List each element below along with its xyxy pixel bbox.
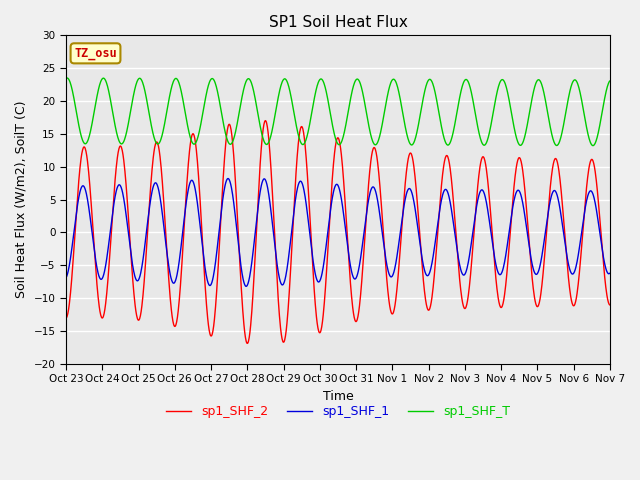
sp1_SHF_1 (244, 279, 252, 285)
sp1_SHF_1 (62, 275, 70, 281)
sp1_SHF_2 (183, 181, 191, 187)
sp1_SHF_T (170, 77, 178, 83)
sp1_SHF_1 (243, 284, 250, 289)
sp1_SHF_2 (62, 315, 70, 321)
sp1_SHF_2 (243, 340, 251, 346)
sp1_SHF_T (589, 143, 596, 148)
Legend: sp1_SHF_2, sp1_SHF_1, sp1_SHF_T: sp1_SHF_2, sp1_SHF_1, sp1_SHF_T (161, 400, 515, 423)
sp1_SHF_2 (423, 303, 431, 309)
sp1_SHF_1 (423, 273, 431, 278)
Line: sp1_SHF_2: sp1_SHF_2 (66, 120, 609, 343)
sp1_SHF_1 (605, 271, 613, 276)
Y-axis label: Soil Heat Flux (W/m2), SoilT (C): Soil Heat Flux (W/m2), SoilT (C) (15, 101, 28, 298)
sp1_SHF_2 (262, 118, 269, 123)
sp1_SHF_1 (183, 195, 191, 201)
sp1_SHF_T (422, 82, 430, 88)
sp1_SHF_T (184, 121, 191, 127)
X-axis label: Time: Time (323, 390, 353, 403)
sp1_SHF_1 (224, 176, 232, 181)
sp1_SHF_2 (605, 302, 613, 308)
Text: TZ_osu: TZ_osu (74, 47, 117, 60)
sp1_SHF_1 (170, 280, 177, 286)
sp1_SHF_T (63, 75, 71, 81)
sp1_SHF_T (62, 76, 70, 82)
sp1_SHF_T (541, 97, 549, 103)
sp1_SHF_T (605, 78, 613, 84)
sp1_SHF_1 (542, 227, 550, 232)
sp1_SHF_2 (244, 340, 252, 346)
sp1_SHF_2 (170, 322, 177, 327)
sp1_SHF_2 (542, 239, 550, 245)
Line: sp1_SHF_T: sp1_SHF_T (66, 78, 609, 145)
sp1_SHF_T (493, 88, 501, 94)
Title: SP1 Soil Heat Flux: SP1 Soil Heat Flux (269, 15, 408, 30)
sp1_SHF_T (244, 76, 252, 82)
Line: sp1_SHF_1: sp1_SHF_1 (66, 179, 609, 287)
sp1_SHF_1 (494, 269, 502, 275)
sp1_SHF_2 (494, 292, 502, 298)
